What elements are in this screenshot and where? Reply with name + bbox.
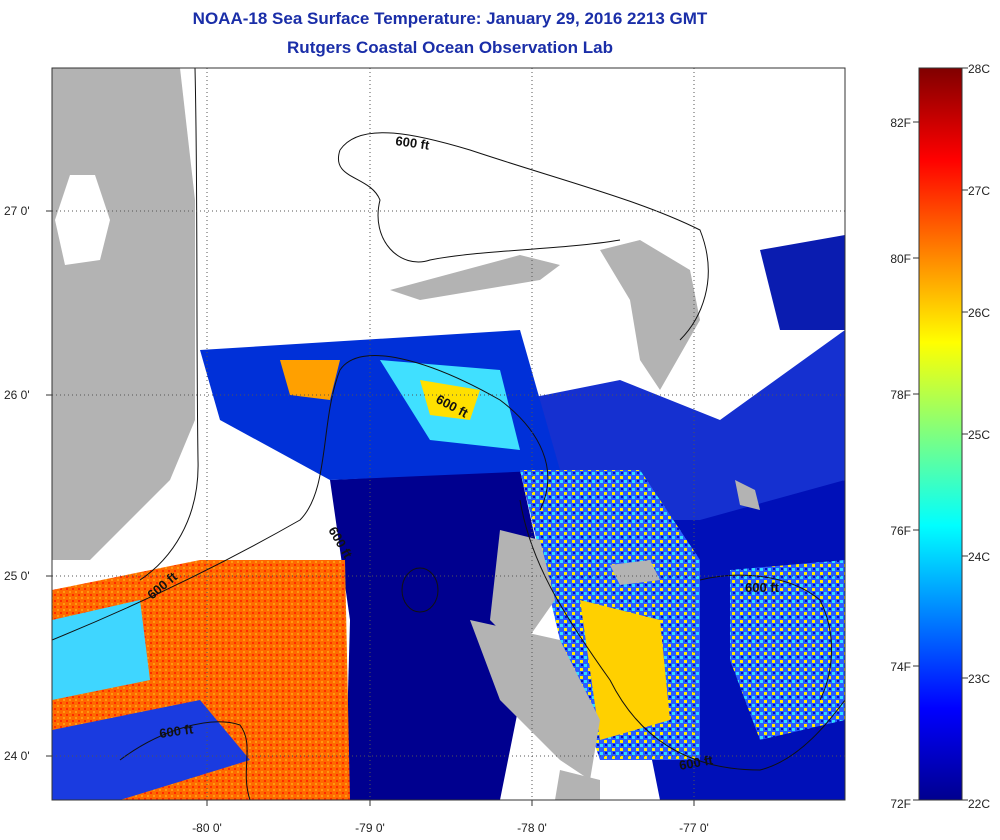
axis-ticks <box>46 210 695 806</box>
lat-label: 26 0' <box>4 388 30 402</box>
colorbar-fahrenheit-label: 76F <box>890 524 911 538</box>
lon-label: -79 0' <box>355 821 385 835</box>
contour-600ft-line <box>699 574 832 701</box>
contour-600ft-line <box>401 567 439 613</box>
colorbar-fahrenheit-label: 82F <box>890 116 911 130</box>
exuma-land <box>555 770 600 800</box>
abaco-land <box>600 240 700 390</box>
colorbar-ticks <box>913 67 968 801</box>
eleuthera-land <box>735 480 760 510</box>
colorbar-celsius-label: 28C <box>968 62 990 76</box>
colorbar-fahrenheit-label: 74F <box>890 660 911 674</box>
colorbar <box>918 67 963 801</box>
contour-600ft-line <box>119 721 251 800</box>
lat-label: 27 0' <box>4 204 30 218</box>
colorbar-fahrenheit-label: 72F <box>890 797 911 811</box>
yellow-filament <box>420 380 480 420</box>
colorbar-celsius-label: 22C <box>968 797 990 811</box>
colorbar-celsius-label: 27C <box>968 184 990 198</box>
cold-water-channel <box>330 470 540 800</box>
colorbar-celsius-label: 25C <box>968 428 990 442</box>
contour-600ft-line <box>52 355 549 641</box>
mixed-water-east <box>730 560 845 740</box>
colorbar-fahrenheit-label: 80F <box>890 252 911 266</box>
lon-label: -80 0' <box>192 821 222 835</box>
warm-patch-north <box>280 360 340 400</box>
grand-bahama-land <box>390 255 560 300</box>
lat-label: 24 0' <box>4 749 30 763</box>
yellow-patch-south <box>580 600 670 740</box>
map-frame <box>51 67 846 801</box>
map-title: NOAA-18 Sea Surface Temperature: January… <box>192 9 708 28</box>
contour-600ft-line <box>519 499 845 771</box>
lon-label: -78 0' <box>517 821 547 835</box>
new-providence-land <box>610 560 660 585</box>
map-field: 600 ft 600 ft 600 ft 600 ft 600 ft 600 f… <box>52 68 845 800</box>
contour-600ft-line <box>139 68 199 581</box>
map-subtitle: Rutgers Coastal Ocean Observation Lab <box>287 38 613 57</box>
contour-label: 600 ft <box>745 580 780 595</box>
lake-okeechobee-cloud <box>55 175 110 265</box>
colorbar-celsius-label: 24C <box>968 550 990 564</box>
cool-patch-south <box>52 700 250 800</box>
contour-600ft-line <box>337 149 621 263</box>
cyan-edge-southwest <box>52 600 150 700</box>
contour-label: 600 ft <box>158 721 194 741</box>
contour-label: 600 ft <box>678 752 715 773</box>
lon-label: -77 0' <box>679 821 709 835</box>
andros-south-land <box>470 620 600 780</box>
colorbar-celsius-label: 26C <box>968 306 990 320</box>
contour-600ft-line <box>339 132 709 341</box>
cold-patch-ne <box>760 235 845 330</box>
lat-label: 25 0' <box>4 569 30 583</box>
contour-label: 600 ft <box>395 133 431 153</box>
graticule <box>52 68 845 800</box>
andros-north-land <box>490 530 555 650</box>
colorbar-fahrenheit-label: 78F <box>890 388 911 402</box>
colorbar-celsius-label: 23C <box>968 672 990 686</box>
